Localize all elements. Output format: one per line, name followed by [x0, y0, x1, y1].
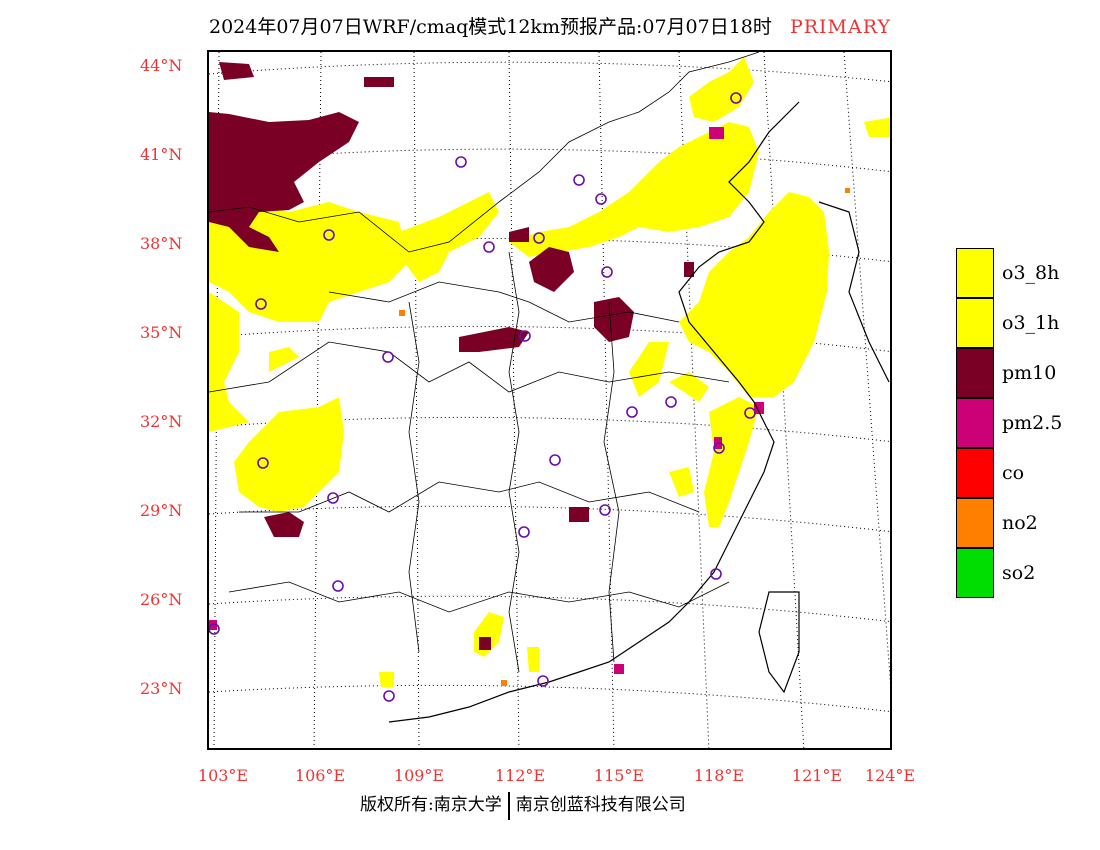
- legend-swatch: [956, 348, 994, 398]
- lat-label-32: 32°N: [140, 412, 183, 431]
- lat-label-38: 38°N: [140, 234, 183, 253]
- title-primary-tag: PRIMARY: [789, 16, 891, 38]
- lat-label-35: 35°N: [140, 323, 183, 342]
- city-markers: [209, 92, 756, 702]
- lon-label-115: 115°E: [593, 766, 645, 785]
- lon-label-121: 121°E: [791, 766, 843, 785]
- lat-label-41: 41°N: [140, 145, 183, 164]
- lat-label-26: 26°N: [140, 590, 183, 609]
- lon-label-124: 124°E: [864, 766, 916, 785]
- copyright-footer: 版权所有:南京大学 南京创蓝科技有限公司: [360, 790, 686, 820]
- legend-label: so2: [1002, 562, 1036, 584]
- no2-spots: [399, 188, 850, 686]
- title-main: 2024年07月07日WRF/cmaq模式12km预报产品:07月07日18时: [208, 16, 772, 38]
- lat-label-44: 44°N: [140, 56, 183, 75]
- lon-label-118: 118°E: [693, 766, 745, 785]
- legend-swatch: [956, 398, 994, 448]
- legend-item-pm25: pm2.5: [956, 398, 1096, 448]
- coastline: [388, 101, 890, 723]
- legend-label: pm2.5: [1002, 412, 1063, 434]
- copyright-right: 南京创蓝科技有限公司: [515, 795, 686, 815]
- province-boundaries: [209, 52, 760, 673]
- legend-item-o3-8h: o3_8h: [956, 248, 1096, 298]
- legend-label: o3_1h: [1002, 312, 1060, 334]
- map-panel: [207, 50, 892, 750]
- legend-item-pm10: pm10: [956, 348, 1096, 398]
- legend-swatch: [956, 298, 994, 348]
- legend-swatch: [956, 248, 994, 298]
- copyright-left: 版权所有:南京大学: [360, 795, 502, 815]
- legend-label: pm10: [1002, 362, 1057, 384]
- legend-swatch: [956, 448, 994, 498]
- lat-label-23: 23°N: [140, 679, 183, 698]
- lon-label-106: 106°E: [294, 766, 346, 785]
- lon-label-112: 112°E: [494, 766, 546, 785]
- lat-label-29: 29°N: [140, 501, 183, 520]
- legend-label: no2: [1002, 512, 1038, 534]
- legend-label: o3_8h: [1002, 262, 1060, 284]
- footer-divider: [507, 791, 510, 820]
- lon-label-103: 103°E: [197, 766, 249, 785]
- lon-label-109: 109°E: [393, 766, 445, 785]
- legend: o3_8h o3_1h pm10 pm2.5 co no2 so2: [956, 248, 1096, 598]
- legend-item-so2: so2: [956, 548, 1096, 598]
- legend-swatch: [956, 498, 994, 548]
- o3-areas: [209, 57, 890, 687]
- legend-swatch: [956, 548, 994, 598]
- legend-label: co: [1002, 462, 1025, 484]
- pm10-areas: [209, 62, 694, 650]
- map-title: 2024年07月07日WRF/cmaq模式12km预报产品:07月07日18时 …: [0, 12, 1100, 39]
- legend-item-no2: no2: [956, 498, 1096, 548]
- legend-item-o3-1h: o3_1h: [956, 298, 1096, 348]
- pollution-map: [209, 52, 890, 748]
- legend-item-co: co: [956, 448, 1096, 498]
